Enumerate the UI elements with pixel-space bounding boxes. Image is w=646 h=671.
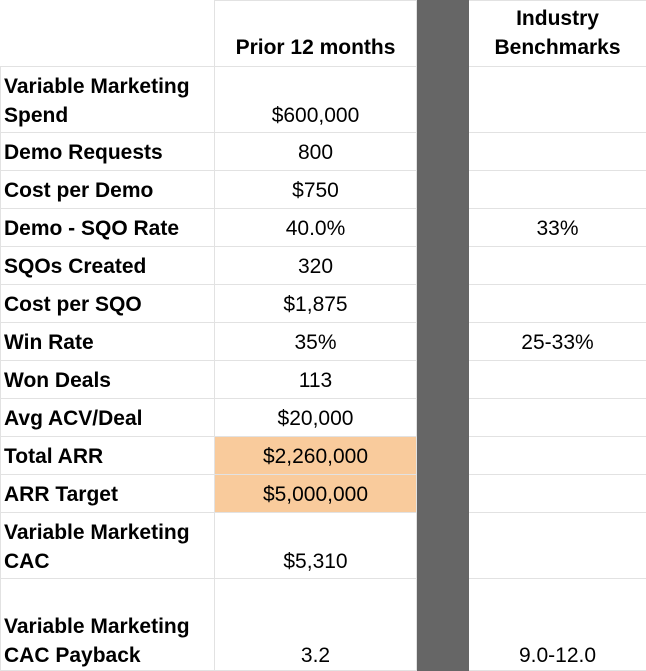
column-separator xyxy=(417,67,469,133)
prior-value: $600,000 xyxy=(215,67,417,133)
prior-value: 113 xyxy=(215,361,417,399)
benchmark-value xyxy=(469,475,646,513)
column-separator xyxy=(417,323,469,361)
prior-value: $1,875 xyxy=(215,285,417,323)
prior-value: 800 xyxy=(215,133,417,171)
benchmark-value xyxy=(469,285,646,323)
prior-value: $750 xyxy=(215,171,417,209)
benchmark-value xyxy=(469,133,646,171)
row-label: Cost per Demo xyxy=(1,171,215,209)
header-label-cell xyxy=(1,1,215,67)
table-row: Win Rate 35% 25-33% xyxy=(1,323,646,361)
column-separator xyxy=(417,437,469,475)
column-separator xyxy=(417,285,469,323)
row-label: SQOs Created xyxy=(1,247,215,285)
row-label: Won Deals xyxy=(1,361,215,399)
column-separator xyxy=(417,247,469,285)
benchmark-value xyxy=(469,171,646,209)
row-label: Demo Requests xyxy=(1,133,215,171)
row-label: Win Rate xyxy=(1,323,215,361)
table-row: Avg ACV/Deal $20,000 xyxy=(1,399,646,437)
benchmark-value xyxy=(469,437,646,475)
table-row: Cost per SQO $1,875 xyxy=(1,285,646,323)
column-separator xyxy=(417,209,469,247)
row-label: Cost per SQO xyxy=(1,285,215,323)
column-separator xyxy=(417,475,469,513)
table-row: Demo Requests 800 xyxy=(1,133,646,171)
table-row: Total ARR $2,260,000 xyxy=(1,437,646,475)
table-row: SQOs Created 320 xyxy=(1,247,646,285)
table-row: Won Deals 113 xyxy=(1,361,646,399)
header-row: Prior 12 months Industry Benchmarks xyxy=(1,1,646,67)
prior-value: $5,310 xyxy=(215,513,417,579)
prior-value-highlighted: $2,260,000 xyxy=(215,437,417,475)
benchmark-value xyxy=(469,67,646,133)
column-separator xyxy=(417,1,469,67)
benchmark-value: 33% xyxy=(469,209,646,247)
column-separator xyxy=(417,399,469,437)
row-label: Avg ACV/Deal xyxy=(1,399,215,437)
column-separator xyxy=(417,361,469,399)
table-row: Demo - SQO Rate 40.0% 33% xyxy=(1,209,646,247)
prior-value: $20,000 xyxy=(215,399,417,437)
benchmark-value xyxy=(469,513,646,579)
prior-value: 40.0% xyxy=(215,209,417,247)
column-separator xyxy=(417,579,469,671)
column-separator xyxy=(417,171,469,209)
row-label: Total ARR xyxy=(1,437,215,475)
table-row: ARR Target $5,000,000 xyxy=(1,475,646,513)
table-row: Variable Marketing CAC $5,310 xyxy=(1,513,646,579)
row-label: Variable Marketing CAC Payback xyxy=(1,579,215,671)
column-separator xyxy=(417,133,469,171)
prior-value: 3.2 xyxy=(215,579,417,671)
header-prior-12-months: Prior 12 months xyxy=(215,1,417,67)
table-row: Cost per Demo $750 xyxy=(1,171,646,209)
benchmark-value xyxy=(469,361,646,399)
benchmark-value xyxy=(469,399,646,437)
table-row: Variable Marketing CAC Payback 3.2 9.0-1… xyxy=(1,579,646,671)
row-label: Demo - SQO Rate xyxy=(1,209,215,247)
header-industry-benchmarks: Industry Benchmarks xyxy=(469,1,646,67)
table-row: Variable Marketing Spend $600,000 xyxy=(1,67,646,133)
benchmark-value: 25-33% xyxy=(469,323,646,361)
prior-value-highlighted: $5,000,000 xyxy=(215,475,417,513)
prior-value: 320 xyxy=(215,247,417,285)
row-label: Variable Marketing CAC xyxy=(1,513,215,579)
prior-value: 35% xyxy=(215,323,417,361)
column-separator xyxy=(417,513,469,579)
row-label: Variable Marketing Spend xyxy=(1,67,215,133)
row-label: ARR Target xyxy=(1,475,215,513)
benchmark-value xyxy=(469,247,646,285)
benchmark-value: 9.0-12.0 xyxy=(469,579,646,671)
